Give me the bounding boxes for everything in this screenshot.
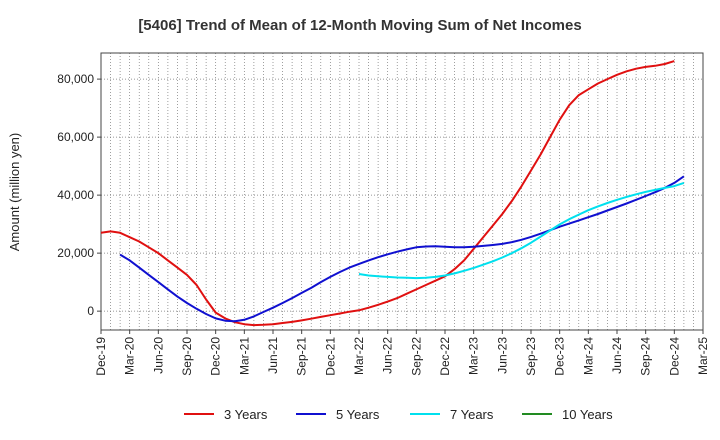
- plot-border: [100, 52, 704, 331]
- x-tick-label: Dec-19: [94, 337, 108, 376]
- plot-background: [101, 53, 703, 330]
- x-axis-ticks: Dec-19 Mar-20 Jun-20 Sep-20 Dec-20 Mar-21 Jun-…: [94, 330, 710, 376]
- x-tick-label: Mar-20: [123, 337, 137, 375]
- series-lines: [100, 60, 685, 327]
- legend-label: 5 Years: [336, 407, 380, 422]
- x-tick-label: Sep-21: [295, 337, 309, 376]
- x-tick-label: Mar-21: [237, 337, 251, 375]
- x-tick-label: Dec-24: [667, 337, 681, 376]
- y-tick-label: 80,000: [57, 72, 94, 86]
- x-tick-label: Jun-23: [495, 337, 509, 374]
- legend-label: 7 Years: [450, 407, 494, 422]
- plot-area: [100, 52, 704, 331]
- y-tick-label: 60,000: [57, 130, 94, 144]
- x-tick-label: Mar-22: [352, 337, 366, 375]
- y-tick-label: 20,000: [57, 246, 94, 260]
- chart-title: [5406] Trend of Mean of 12-Month Moving …: [138, 17, 581, 34]
- x-tick-label: Jun-22: [381, 337, 395, 374]
- x-tick-label: Dec-20: [209, 337, 223, 376]
- x-tick-label: Mar-25: [696, 337, 710, 375]
- x-tick-label: Dec-22: [438, 337, 452, 376]
- x-tick-label: Jun-20: [151, 337, 165, 374]
- x-tick-label: Dec-23: [553, 337, 567, 376]
- series-line-7-years: [358, 181, 685, 280]
- y-axis-label: Amount (million yen): [7, 133, 22, 252]
- legend-label: 3 Years: [224, 407, 268, 422]
- x-tick-label: Mar-23: [467, 337, 481, 375]
- x-tick-label: Sep-22: [409, 337, 423, 376]
- series-line-3-years: [100, 60, 675, 327]
- x-tick-label: Jun-21: [266, 337, 280, 374]
- y-tick-label: 40,000: [57, 188, 94, 202]
- legend: 3 Years 5 Years 7 Years 10 Years: [184, 407, 613, 422]
- x-tick-label: Dec-21: [323, 337, 337, 376]
- y-axis-ticks: 0 20,000 40,000 60,000 80,000: [57, 72, 101, 318]
- x-tick-label: Mar-24: [581, 337, 595, 375]
- x-tick-label: Sep-24: [639, 337, 653, 376]
- y-tick-label: 0: [87, 304, 94, 318]
- x-tick-label: Sep-23: [524, 337, 538, 376]
- x-tick-label: Sep-20: [180, 337, 194, 376]
- x-tick-label: Jun-24: [610, 337, 624, 374]
- legend-label: 10 Years: [562, 407, 613, 422]
- series-line-5-years: [119, 175, 685, 323]
